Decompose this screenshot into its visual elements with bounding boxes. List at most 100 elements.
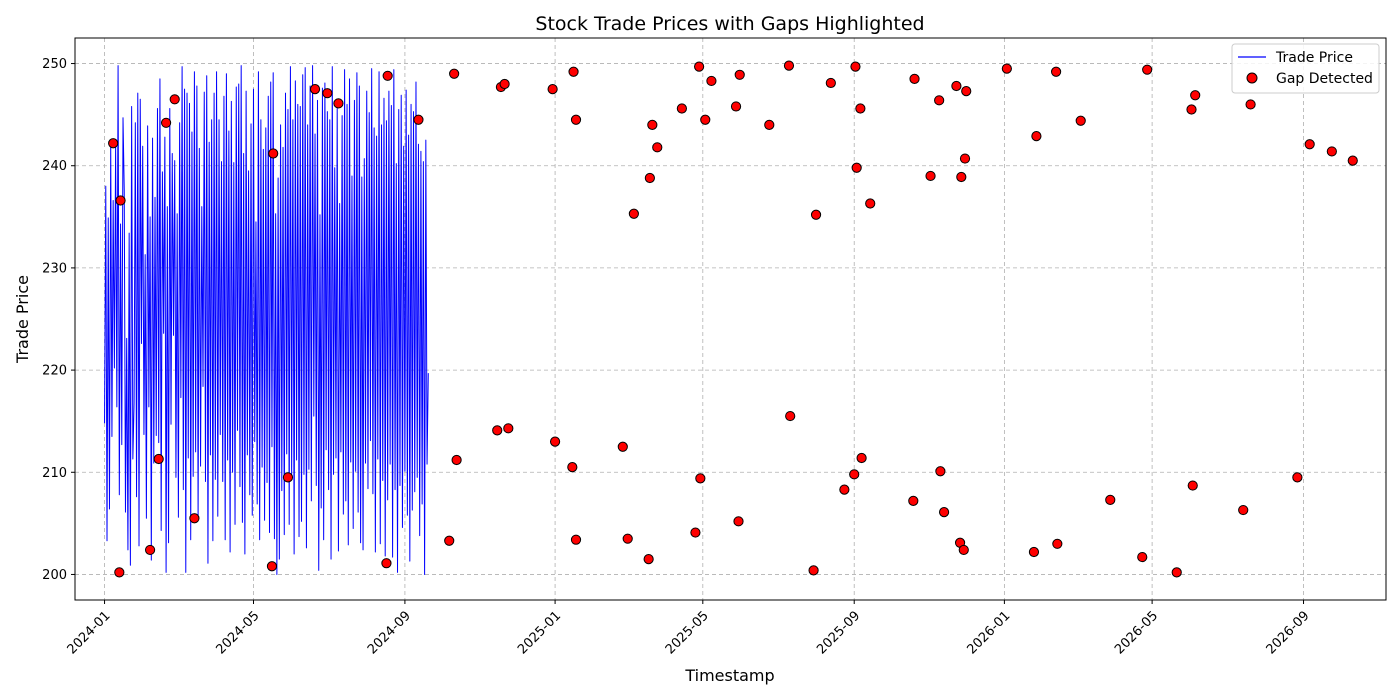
gap-point [1137,551,1148,563]
gap-point [825,77,836,89]
gap-point [169,94,180,105]
gap-point [333,98,344,109]
gap-point [643,554,654,565]
gap-point [309,83,321,95]
gap-point [322,88,333,99]
gap-point [160,117,172,128]
gap-point [449,68,460,79]
gap-point [1028,546,1040,558]
gap-point [956,171,967,183]
gap-point [451,454,462,466]
legend: Trade Price Gap Detected [1231,43,1380,94]
gap-point [644,172,655,184]
gap-point [1052,538,1063,549]
gap-point [153,453,164,465]
gap-point [850,61,861,72]
gap-point [730,101,742,112]
gap-point [570,534,582,545]
gap-point [144,544,156,556]
gap-point [628,208,639,219]
gap-point [925,170,936,182]
y-tick-label: 220 [42,364,67,379]
gap-point [690,527,701,538]
y-tick-label: 250 [42,57,67,72]
legend-box [1231,43,1380,94]
x-axis-label: Timestamp [684,666,774,685]
gap-point [1142,64,1153,75]
gap-point [935,466,946,477]
gap-point [1190,90,1201,101]
gap-point [1347,155,1358,166]
gap-point [549,436,561,447]
gap-point [1075,115,1086,126]
gap-point [499,78,510,90]
gap-point [1238,504,1249,516]
gap-point [849,469,860,480]
y-axis-label: Trade Price [13,275,32,364]
gap-point [1186,104,1197,115]
gap-point [676,103,687,114]
gap-point [959,153,971,164]
gap-point [382,70,393,81]
gap-point [810,209,822,220]
gap-point [764,119,775,130]
gap-point [108,138,119,149]
gap-point [444,535,455,546]
gap-point [934,95,945,106]
gap-point [783,60,795,71]
gap-point [909,73,920,84]
gap-point [266,561,278,572]
plot-frame [74,37,1387,601]
gap-point [938,507,950,518]
gap-point [413,114,424,125]
gap-point [1187,480,1198,491]
gap-point [808,565,819,576]
gap-point [961,86,972,97]
gap-point [1304,139,1315,150]
gap-point [695,473,706,484]
legend-label-gap-detected: Gap Detected [1276,71,1373,87]
gap-point [706,75,717,87]
gap-point [1031,130,1042,142]
chart-title: Stock Trade Prices with Gaps Highlighted [535,13,924,35]
gap-point [1245,99,1256,110]
gap-point [547,83,558,95]
gap-point [700,114,711,125]
gap-point [115,195,126,206]
gap-point [567,462,578,473]
gap-point [1171,567,1182,578]
gap-point [851,162,862,173]
gap-point [1292,472,1303,483]
gap-point [503,423,514,434]
legend-label-trade-price: Trade Price [1275,50,1353,66]
gap-point [1001,63,1012,74]
gap-point [951,80,962,92]
gap-point [785,410,796,422]
gap-point [647,119,658,130]
legend-marker-swatch [1246,72,1258,84]
y-tick-label: 210 [42,466,67,481]
gap-point [865,198,876,209]
gap-point [855,103,866,114]
y-tick-label: 240 [42,159,67,174]
gap-point [268,148,279,159]
gap-point [958,544,969,556]
gap-point [492,425,503,436]
gap-point [856,452,867,464]
y-axis: 200 210 220 230 240 250 [42,57,75,583]
gap-point [652,142,663,153]
trade-price-line [104,65,429,575]
gap-point [381,558,392,569]
gap-point [114,567,125,578]
gap-point [189,513,200,524]
y-tick-label: 200 [42,568,67,583]
gap-point [734,69,745,80]
gap-point [839,484,850,495]
gap-point [568,66,579,77]
gap-point [282,472,294,483]
gap-point [1326,146,1337,157]
gap-point [733,516,744,527]
gap-point [570,114,582,125]
gap-point [908,495,919,506]
